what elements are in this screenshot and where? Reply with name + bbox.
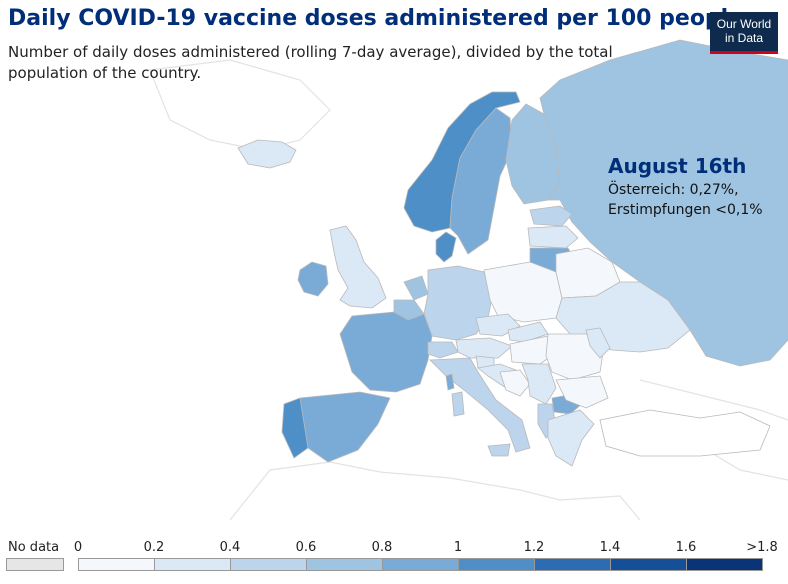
legend-bin-8[interactable] — [686, 558, 763, 571]
legend-bin-1[interactable] — [154, 558, 231, 571]
map-annotation: August 16th Österreich: 0,27%, Erstimpfu… — [608, 152, 763, 220]
owid-logo[interactable]: Our World in Data — [710, 12, 778, 54]
legend-tick-label: 1.4 — [599, 540, 621, 555]
country-france[interactable] — [339, 311, 433, 393]
no-data-label: No data — [8, 540, 60, 555]
island-sardinia[interactable] — [451, 391, 465, 417]
logo-line-2: in Data — [724, 31, 764, 45]
annotation-date: August 16th — [608, 154, 747, 178]
legend-bin-4[interactable] — [382, 558, 459, 571]
legend-bin-7[interactable] — [610, 558, 687, 571]
legend-tick-label: 1.2 — [523, 540, 545, 555]
legend-bin-3[interactable] — [306, 558, 383, 571]
country-italy[interactable] — [429, 357, 531, 453]
country-bulgaria[interactable] — [555, 375, 609, 409]
country-germany[interactable] — [423, 265, 493, 341]
country-switzerland[interactable] — [427, 341, 459, 359]
annotation-line-1: Österreich: 0,27%, — [608, 182, 739, 198]
country-iceland[interactable] — [237, 139, 297, 169]
country-greece[interactable] — [547, 409, 595, 467]
no-data-swatch — [6, 558, 64, 571]
country-portugal[interactable] — [281, 397, 309, 459]
legend-tick-label: 0.4 — [219, 540, 241, 555]
europe-map — [149, 39, 788, 521]
legend-tick-label: 0 — [73, 540, 83, 555]
country-turkey[interactable] — [599, 409, 771, 457]
legend-tick-label: 0.8 — [371, 540, 393, 555]
legend-tick-label: 1.6 — [675, 540, 697, 555]
greenland-outline — [149, 59, 331, 151]
legend-bin-6[interactable] — [534, 558, 611, 571]
chart-subtitle: Number of daily doses administered (roll… — [8, 43, 613, 82]
country-estonia[interactable] — [529, 205, 573, 227]
logo-line-1: Our World — [716, 17, 772, 31]
africa-outline — [229, 461, 641, 521]
legend-tick-label: >1.8 — [746, 540, 778, 555]
legend-bin-5[interactable] — [458, 558, 535, 571]
legend-tick-label: 0.2 — [143, 540, 165, 555]
country-slovakia[interactable] — [507, 321, 549, 343]
country-sweden[interactable] — [449, 107, 513, 255]
country-austria[interactable] — [455, 337, 513, 359]
country-moldova[interactable] — [585, 327, 611, 359]
annotation-line-2: Erstimpfungen <0,1% — [608, 202, 763, 218]
legend-tick-label: 0.6 — [295, 540, 317, 555]
country-bosnia-and-herzegovina[interactable] — [499, 369, 531, 397]
country-united-kingdom[interactable] — [329, 225, 387, 309]
color-legend: No data 0 0.2 0.4 0.6 0.8 1 1.2 1.4 1.6 >1.8 — [0, 536, 788, 584]
island-sicily[interactable] — [487, 443, 511, 457]
legend-tick-label: 1 — [453, 540, 463, 555]
legend-bin-0[interactable] — [78, 558, 155, 571]
chart-title: Daily COVID-19 vaccine doses administere… — [8, 6, 744, 31]
legend-bin-2[interactable] — [230, 558, 307, 571]
country-ireland[interactable] — [297, 261, 329, 297]
island-corsica[interactable] — [445, 373, 455, 391]
country-denmark[interactable] — [435, 231, 457, 263]
country-latvia[interactable] — [527, 225, 579, 249]
